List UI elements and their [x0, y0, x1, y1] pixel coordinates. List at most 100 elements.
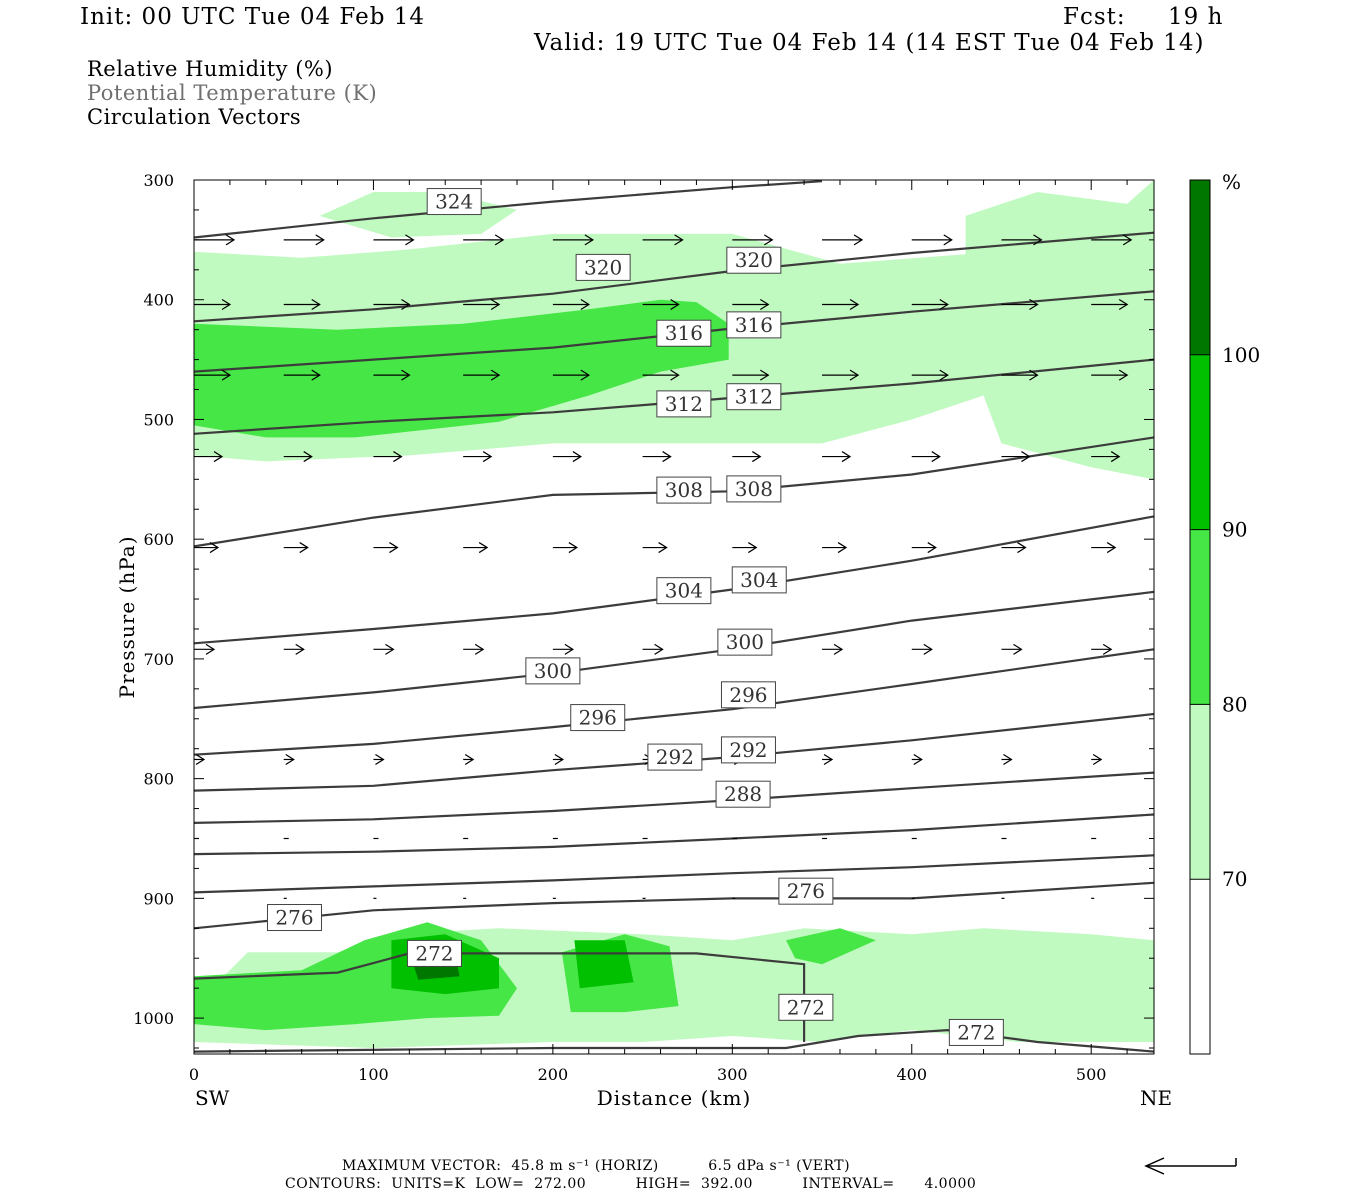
theta-contour-280-11: [194, 854, 1154, 894]
colorbar-segment: [1190, 354, 1210, 530]
vector-arrow: [822, 299, 860, 311]
contour-label-272: 272: [778, 993, 834, 1021]
vector-arrow: [911, 451, 941, 463]
theta-contour-320-1: [194, 231, 1154, 323]
axes: 300 400 500 600 700 800 900 1000 0 100 200 300 400 50…: [133, 171, 1154, 1084]
contour-label-312: 312: [726, 383, 782, 411]
contour-label-288: 288: [715, 780, 771, 808]
vector-arrow: [911, 369, 949, 381]
contour-label-276: 276: [266, 904, 322, 932]
theta-contour-284-10: [194, 813, 1154, 856]
vector-arrow: [373, 369, 411, 381]
vector-arrow: [552, 234, 595, 246]
vector-arrow: [283, 753, 295, 765]
theta-contour-308-4: [194, 436, 1154, 548]
svg-text:276: 276: [275, 906, 313, 930]
vector-arrow: [642, 451, 672, 463]
x-axis-title: Distance (km): [597, 1086, 752, 1110]
svg-text:272: 272: [415, 941, 453, 965]
vector-arrow: [552, 753, 565, 765]
colorbar-label: 70: [1222, 867, 1247, 891]
svg-text:320: 320: [584, 255, 622, 279]
svg-text:312: 312: [665, 392, 703, 416]
contour-label-316: 316: [726, 311, 782, 339]
vector-arrow: [911, 234, 953, 246]
svg-text:292: 292: [656, 745, 694, 769]
vector-arrow: [1091, 643, 1113, 655]
vector-arrow: [194, 369, 232, 381]
svg-text:292: 292: [729, 738, 767, 762]
vector-arrow: [194, 753, 206, 765]
y-tick-label: 300: [143, 171, 174, 190]
y-tick-label: 400: [143, 291, 174, 310]
svg-text:304: 304: [665, 579, 703, 603]
vector-arrow: [463, 643, 485, 655]
vector-arrow: [463, 369, 501, 381]
vector-arrow: [463, 753, 475, 765]
vector-arrow: [1001, 234, 1043, 246]
svg-text:300: 300: [534, 659, 572, 683]
contour-label-324: 324: [426, 188, 482, 216]
vector-arrow: [822, 234, 864, 246]
vector-arrow: [463, 234, 505, 246]
vector-arrow: [822, 542, 848, 554]
contour-label-296: 296: [570, 704, 626, 732]
plot-frame: [193, 179, 1155, 1055]
contour-label-300: 300: [525, 657, 581, 685]
colorbar-segment: [1190, 529, 1210, 705]
vector-arrow: [283, 299, 321, 311]
forecast-hour: 19 h: [1168, 4, 1224, 30]
contour-label-300: 300: [717, 628, 773, 656]
x-tick-label: 0: [189, 1065, 199, 1084]
vector-arrow: [822, 451, 852, 463]
x-tick-label: 400: [896, 1065, 927, 1084]
contour-label-316: 316: [656, 319, 712, 347]
theta-contour-312-3: [194, 358, 1154, 435]
vector-arrow: [642, 542, 668, 554]
vector-arrow: [552, 299, 591, 311]
rh-region-80-6: [786, 928, 876, 965]
contour-label-304: 304: [731, 566, 787, 594]
y-tick-label: 900: [143, 889, 174, 908]
vector-arrow: [642, 299, 680, 311]
vector-arrow: [463, 542, 489, 554]
svg-text:312: 312: [735, 385, 773, 409]
contour-info: CONTOURS: UNITS=K LOW= 272.00 HIGH= 392.…: [285, 1176, 977, 1192]
svg-text:276: 276: [787, 879, 825, 903]
theta-contour-276-12: [194, 881, 1154, 930]
vector-arrow: [463, 451, 493, 463]
contour-label-276: 276: [778, 877, 834, 905]
vector-arrow: [732, 299, 770, 311]
theta-contour-300-6: [194, 590, 1154, 710]
vector-arrow: [642, 643, 664, 655]
svg-text:316: 316: [735, 313, 773, 337]
legend-potential-temperature: Potential Temperature (K): [87, 81, 378, 105]
vector-arrow: [373, 753, 385, 765]
vector-arrow: [1001, 542, 1027, 554]
x-tick-label: 300: [717, 1065, 748, 1084]
vector-arrow: [1091, 369, 1129, 381]
vector-arrow: [373, 643, 395, 655]
svg-text:300: 300: [726, 630, 764, 654]
colorbar-segment: [1190, 704, 1210, 880]
vector-arrow: [1001, 643, 1023, 655]
y-tick-label: 800: [143, 770, 174, 789]
vector-arrow: [373, 234, 415, 246]
theta-contour-272-13: [194, 952, 806, 1042]
svg-text:304: 304: [740, 568, 778, 592]
theta-contour-292-8: [194, 712, 1154, 792]
vector-arrow: [642, 369, 680, 381]
vector-arrow: [642, 234, 684, 246]
vector-arrow: [1091, 753, 1103, 765]
vector-arrow: [1001, 451, 1031, 463]
reference-vector: [1144, 1157, 1237, 1175]
y-tick-label: 600: [143, 530, 174, 549]
contour-label-272: 272: [948, 1018, 1004, 1046]
vector-arrow: [194, 542, 220, 554]
colorbar: 100 90 80 70: [1189, 179, 1260, 1055]
x-tick-label: 500: [1076, 1065, 1107, 1084]
svg-text:324: 324: [435, 190, 473, 214]
vector-arrow: [822, 753, 834, 765]
legend-circulation-vectors: Circulation Vectors: [87, 105, 302, 129]
vector-arrow: [1001, 369, 1039, 381]
